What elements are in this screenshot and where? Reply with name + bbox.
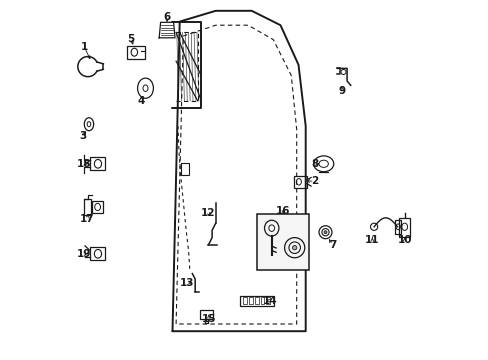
Bar bbox=[126, 46, 144, 59]
Text: 1: 1 bbox=[81, 42, 88, 52]
Bar bbox=[92, 201, 103, 213]
Text: 9: 9 bbox=[337, 86, 345, 96]
Text: 5: 5 bbox=[127, 33, 135, 44]
Text: 15: 15 bbox=[202, 314, 216, 324]
Text: 7: 7 bbox=[328, 240, 336, 250]
Bar bbox=[399, 218, 409, 237]
Bar bbox=[257, 214, 309, 270]
Bar bbox=[181, 163, 189, 175]
Bar bbox=[200, 310, 213, 319]
Bar bbox=[254, 297, 258, 304]
Text: 6: 6 bbox=[163, 12, 170, 22]
Text: 19: 19 bbox=[77, 249, 91, 259]
Text: 18: 18 bbox=[77, 159, 91, 169]
Text: 8: 8 bbox=[310, 159, 318, 169]
Text: 17: 17 bbox=[80, 213, 94, 224]
Text: 4: 4 bbox=[137, 96, 144, 106]
Bar bbox=[293, 176, 306, 188]
Bar bbox=[239, 296, 274, 306]
Text: 14: 14 bbox=[262, 296, 276, 306]
Bar bbox=[89, 247, 104, 260]
Text: 11: 11 bbox=[365, 235, 379, 246]
Bar bbox=[266, 297, 269, 304]
Bar bbox=[89, 157, 104, 170]
Text: 2: 2 bbox=[310, 176, 318, 186]
Text: 16: 16 bbox=[276, 206, 290, 216]
Polygon shape bbox=[159, 22, 175, 38]
Text: 3: 3 bbox=[80, 131, 87, 141]
Bar bbox=[249, 297, 252, 304]
Text: 10: 10 bbox=[397, 235, 411, 246]
Bar bbox=[243, 297, 246, 304]
Bar bbox=[83, 199, 91, 215]
Ellipse shape bbox=[324, 231, 326, 234]
Bar bbox=[394, 220, 401, 234]
Text: 13: 13 bbox=[179, 278, 194, 288]
Ellipse shape bbox=[292, 246, 296, 250]
Bar bbox=[260, 297, 264, 304]
Text: 12: 12 bbox=[201, 208, 215, 218]
